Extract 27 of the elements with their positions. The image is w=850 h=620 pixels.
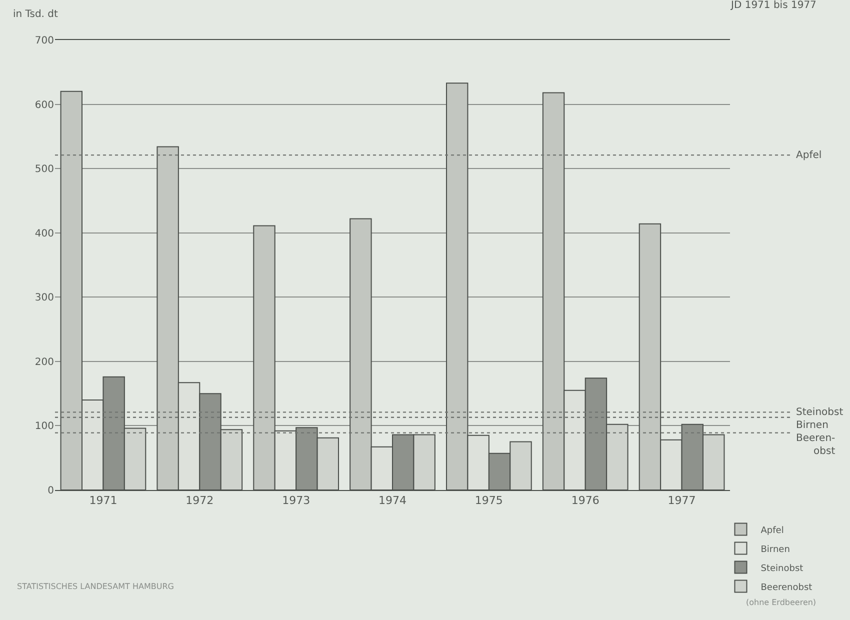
legend-label: Beerenobst [760, 582, 813, 593]
y-tick-label: 100 [34, 421, 54, 432]
text: JD 1971 bis 1977 [730, 0, 816, 11]
x-tick-label: 1974 [378, 494, 406, 508]
x-tick-label: 1975 [474, 494, 503, 508]
legend-label: Birnen [760, 544, 790, 555]
ref-line-label: Steinobst [796, 407, 844, 418]
y-tick-label: 300 [34, 292, 54, 304]
x-tick-label: 1973 [282, 494, 310, 508]
x-tick-label: 1971 [89, 494, 118, 508]
ref-line-label: Birnen [796, 420, 828, 431]
ref-line-label: Beeren- obst [796, 433, 836, 457]
legend-label: Steinobst [760, 564, 804, 574]
ref-line-label: Apfel [796, 150, 822, 161]
x-tick-label: 1977 [668, 494, 696, 508]
y-tick-label: 700 [34, 36, 54, 46]
y-tick-label: 600 [34, 100, 54, 111]
y-axis-title: in Tsd. dt [13, 9, 58, 20]
y-tick-label: 500 [34, 164, 54, 176]
y-tick-label: 400 [34, 228, 54, 240]
legend-label: Apfel [760, 526, 784, 536]
text: (ohne Erdbeeren) [746, 598, 816, 607]
x-tick-label: 1976 [571, 494, 600, 508]
y-tick-label: 200 [34, 356, 54, 368]
y-tick-label: 0 [48, 486, 54, 496]
x-tick-label: 1972 [186, 494, 214, 508]
text: STATISTISCHES LANDESAMT HAMBURG [17, 582, 174, 591]
